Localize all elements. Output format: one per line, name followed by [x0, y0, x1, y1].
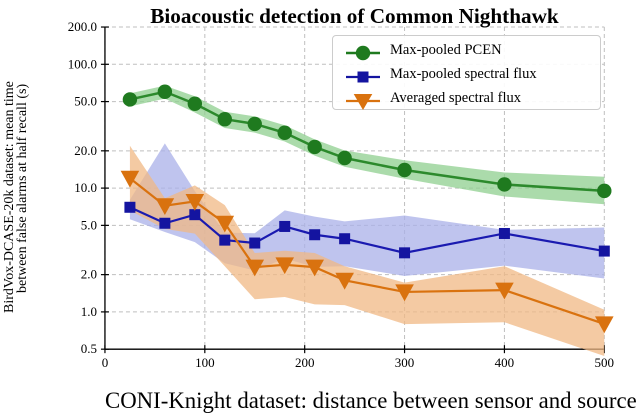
svg-text:5.0: 5.0: [81, 217, 97, 232]
svg-text:2.0: 2.0: [81, 267, 97, 282]
svg-text:0.5: 0.5: [81, 341, 97, 356]
svg-text:200: 200: [295, 355, 315, 370]
svg-text:100.0: 100.0: [68, 56, 97, 71]
svg-text:400: 400: [495, 355, 515, 370]
svg-text:300: 300: [395, 355, 415, 370]
svg-text:0: 0: [102, 355, 109, 370]
svg-text:20.0: 20.0: [74, 143, 97, 158]
svg-text:100: 100: [195, 355, 215, 370]
svg-text:500: 500: [595, 355, 615, 370]
svg-text:1.0: 1.0: [81, 304, 97, 319]
svg-text:200.0: 200.0: [68, 19, 97, 34]
svg-text:50.0: 50.0: [74, 94, 97, 109]
svg-text:10.0: 10.0: [74, 180, 97, 195]
